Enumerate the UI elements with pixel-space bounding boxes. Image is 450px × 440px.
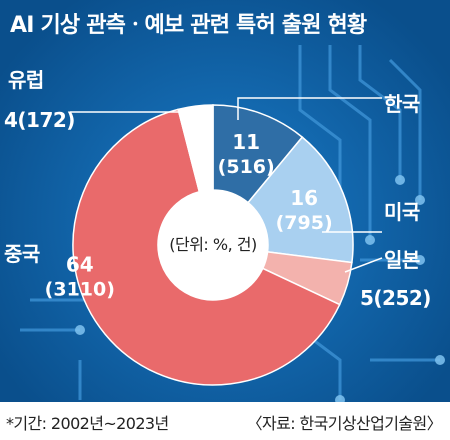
leader-japan [344,257,383,273]
label-europe-value: 4(172) [4,108,75,132]
donut-hole [158,190,268,300]
value-pct-china: 64 [66,253,94,277]
value-count-china: (3110) [45,279,115,301]
label-korea: 한국 [384,92,420,116]
label-japan: 일본 [384,248,420,272]
value-count-usa: (795) [276,212,333,234]
footer: *기간: 2002년~2023년 〈자료: 한국기상산업기술원〉 [0,402,450,440]
label-japan-value: 5(252) [360,286,431,310]
label-usa: 미국 [384,200,420,224]
value-pct-korea: 11 [232,130,260,154]
leader-europe [70,111,213,129]
leader-korea [237,97,382,120]
label-china: 중국 [4,242,40,266]
chart-title: AI 기상 관측ㆍ예보 관련 특허 출원 현황 [10,13,367,38]
unit-note: (단위: %, 건) [169,235,257,254]
value-pct-usa: 16 [290,186,318,210]
source: 〈자료: 한국기상산업기술원〉 [246,414,443,433]
label-europe: 유럽 [8,68,44,92]
footnote: *기간: 2002년~2023년 [6,414,169,433]
value-count-korea: (516) [218,156,275,178]
